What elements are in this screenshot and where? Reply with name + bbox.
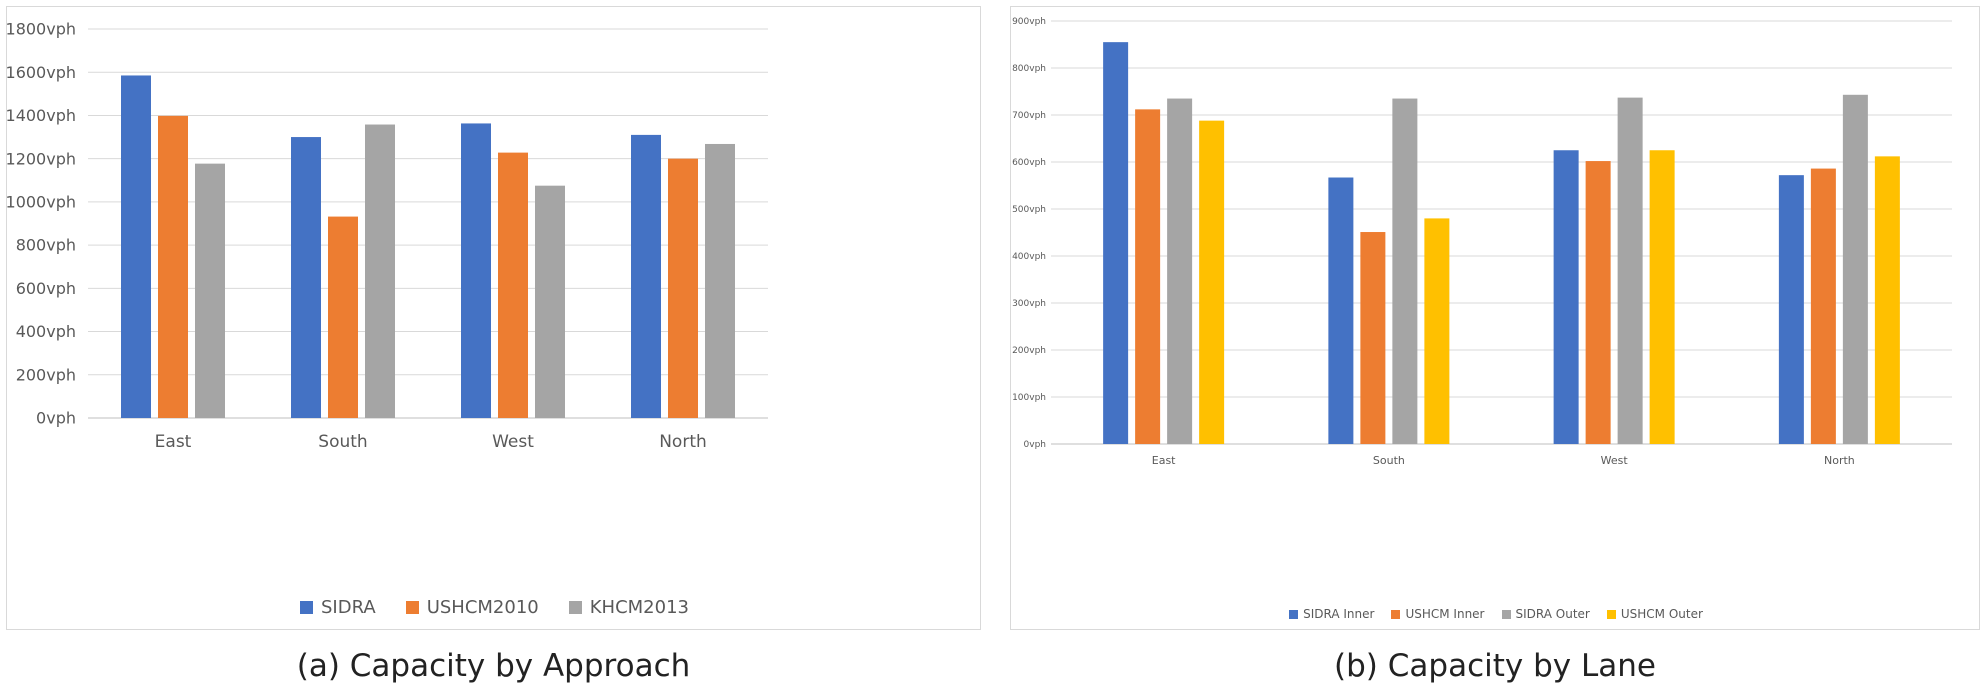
legend-label: SIDRA Inner <box>1303 607 1375 621</box>
y-tick-label: 600vph <box>16 279 76 298</box>
bar-sidra-outer-south <box>1392 98 1418 445</box>
bar-sidra-north <box>631 134 661 418</box>
bar-ushcm-outer-north <box>1874 156 1900 445</box>
bar-sidra-outer-west <box>1617 97 1643 445</box>
bar-ushcm-outer-south <box>1424 218 1450 444</box>
bar-sidra-inner-south <box>1328 177 1354 444</box>
legend-item-khcm2013: KHCM2013 <box>568 597 689 618</box>
y-tick-label: 200vph <box>1012 346 1046 356</box>
y-tick-label: 300vph <box>1012 299 1046 309</box>
bar-ushcm-inner-east <box>1135 109 1161 445</box>
legend-item-sidra-inner: SIDRA Inner <box>1289 607 1374 621</box>
bar-khcm2013-west <box>535 185 565 418</box>
bar-khcm2013-east <box>195 163 225 418</box>
bar-sidra-west <box>461 123 491 418</box>
caption-lane: (b) Capacity by Lane <box>1334 648 1656 684</box>
y-tick-label: 500vph <box>1012 205 1046 215</box>
x-category-label: West <box>1601 454 1629 467</box>
legend-label: USHCM2010 <box>426 597 539 618</box>
bar-sidra-south <box>291 137 321 419</box>
legend-label: KHCM2013 <box>589 597 689 618</box>
bar-ushcm-outer-east <box>1199 120 1225 444</box>
bar-ushcm-inner-south <box>1360 232 1386 444</box>
chart-panel-lane: 0vph 100vph 200vph 300vph 400vph 500vph 600vph… <box>1010 6 1980 630</box>
legend-label: USHCM Outer <box>1620 607 1703 621</box>
x-category-label: North <box>1824 454 1855 467</box>
legend-swatch <box>1606 609 1616 619</box>
legend-item-sidra-outer: SIDRA Outer <box>1501 607 1590 621</box>
bar-ushcm2010-west <box>498 152 528 419</box>
bar-khcm2013-south <box>365 124 395 418</box>
legend-item-ushcm-inner: USHCM Inner <box>1391 607 1485 621</box>
chart-svg-approach: 0vph 200vph 400vph 600vph 800vph 1000vph 1200v… <box>7 20 768 452</box>
y-tick-label: 600vph <box>1012 158 1046 168</box>
bar-sidra-inner-east <box>1103 42 1129 445</box>
y-tick-label: 0vph <box>1024 440 1046 450</box>
y-tick-label: 400vph <box>16 322 76 341</box>
y-tick-label: 1000vph <box>7 192 76 211</box>
chart-panel-approach: 0vph 200vph 400vph 600vph 800vph 1000vph 1200v… <box>6 6 981 630</box>
legend-item-ushcm2010: USHCM2010 <box>405 597 539 618</box>
legend-label: SIDRA Outer <box>1515 607 1590 621</box>
y-tick-label: 700vph <box>1012 111 1046 121</box>
legend-label: SIDRA <box>321 597 376 618</box>
caption-approach: (a) Capacity by Approach <box>296 648 691 684</box>
legend-label: USHCM Inner <box>1405 607 1485 621</box>
x-category-label: North <box>659 432 707 452</box>
legend-swatch <box>405 601 419 614</box>
legend-item-sidra: SIDRA <box>300 597 376 618</box>
bar-ushcm-inner-west <box>1585 161 1611 444</box>
x-category-label: South <box>1373 454 1405 467</box>
y-tick-label: 400vph <box>1012 252 1046 262</box>
y-tick-label: 0vph <box>36 409 76 428</box>
y-tick-label: 1400vph <box>7 106 76 125</box>
legend-swatch <box>568 601 582 614</box>
bar-ushcm2010-north <box>668 158 698 418</box>
bar-ushcm-outer-west <box>1649 150 1675 444</box>
y-tick-label: 1800vph <box>7 20 76 39</box>
x-category-label: West <box>492 432 534 452</box>
y-tick-label: 900vph <box>1012 17 1046 27</box>
legend-approach: SIDRA USHCM2010 KHCM2013 <box>7 597 982 618</box>
y-tick-label: 100vph <box>1012 393 1046 403</box>
bar-sidra-outer-east <box>1167 98 1193 445</box>
x-category-label: East <box>1152 454 1176 467</box>
bar-sidra-outer-north <box>1842 94 1868 444</box>
y-tick-label: 800vph <box>16 236 76 255</box>
legend-lane: SIDRA Inner USHCM Inner SIDRA Outer USHCM O… <box>1011 607 1981 621</box>
legend-item-ushcm-outer: USHCM Outer <box>1606 607 1703 621</box>
legend-swatch <box>1391 609 1401 619</box>
bar-sidra-inner-west <box>1553 150 1579 444</box>
bar-sidra-inner-north <box>1778 175 1804 444</box>
bar-sidra-east <box>121 75 151 418</box>
bar-khcm2013-north <box>705 143 735 418</box>
bar-ushcm2010-east <box>158 115 188 419</box>
bar-ushcm-inner-north <box>1810 168 1836 444</box>
y-tick-label: 800vph <box>1012 64 1046 74</box>
legend-swatch <box>1289 609 1299 619</box>
x-category-label: East <box>155 432 192 452</box>
y-tick-label: 200vph <box>16 365 76 384</box>
legend-swatch <box>300 601 313 614</box>
y-tick-label: 1600vph <box>7 63 76 82</box>
y-tick-label: 1200vph <box>7 149 76 168</box>
legend-swatch <box>1501 609 1511 619</box>
bar-ushcm2010-south <box>328 216 358 418</box>
x-category-label: South <box>318 432 367 452</box>
chart-svg-lane: 0vph 100vph 200vph 300vph 400vph 500vph 600vph… <box>1012 17 1952 467</box>
